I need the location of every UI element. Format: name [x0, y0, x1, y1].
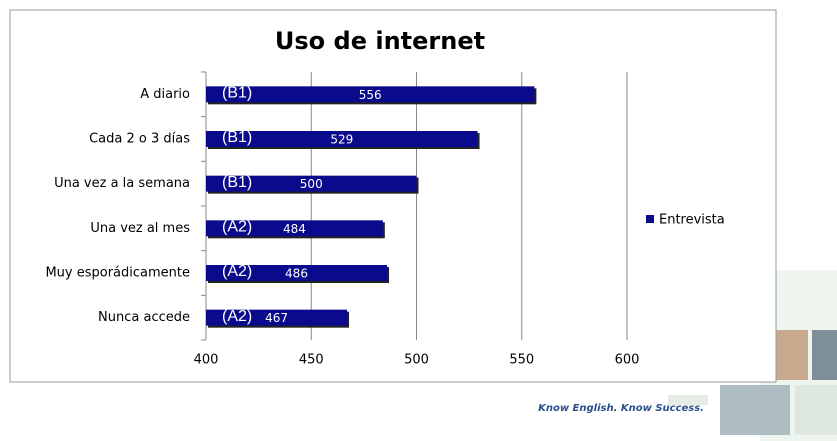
- y-tick-label: Una vez a la semana: [54, 176, 190, 191]
- decor-tile: [668, 395, 708, 405]
- value-label: 500: [300, 177, 323, 191]
- level-label: (A2): [222, 263, 252, 280]
- y-tick-label: Cada 2 o 3 días: [89, 132, 190, 147]
- legend-swatch: [646, 215, 654, 223]
- x-tick-label: 400: [194, 353, 219, 368]
- level-label: (A2): [222, 308, 252, 325]
- chart-frame: [9, 9, 777, 383]
- y-tick-label: A diario: [140, 87, 190, 102]
- value-label: 484: [283, 222, 306, 236]
- level-label: (B1): [222, 129, 252, 146]
- decor-image: [668, 270, 837, 441]
- legend-label: Entrevista: [659, 213, 725, 228]
- level-label: (A2): [222, 219, 252, 236]
- bar: [206, 220, 383, 237]
- decor-photo: [795, 385, 837, 435]
- bar: [206, 86, 535, 103]
- y-tick-label: Nunca accede: [98, 310, 190, 325]
- level-label: (B1): [222, 85, 252, 102]
- y-tick-label: Muy esporádicamente: [45, 266, 190, 281]
- decor-photo: [812, 330, 837, 380]
- tagline: Know English. Know Success.: [538, 403, 704, 414]
- value-label: 467: [265, 311, 288, 325]
- bar: [206, 309, 348, 326]
- x-tick-label: 550: [509, 353, 534, 368]
- x-tick-label: 450: [299, 353, 324, 368]
- value-label: 556: [359, 88, 382, 102]
- x-tick-label: 500: [404, 353, 429, 368]
- bar: [206, 175, 417, 192]
- chart-title: Uso de internet: [275, 27, 485, 55]
- bar: [206, 265, 388, 281]
- bar: [206, 131, 478, 147]
- level-label: (B1): [222, 174, 252, 191]
- value-label: 529: [330, 133, 353, 147]
- value-label: 486: [285, 267, 308, 281]
- x-tick-label: 600: [615, 353, 640, 368]
- decor-photo: [720, 385, 790, 435]
- y-tick-label: Una vez al mes: [90, 221, 190, 236]
